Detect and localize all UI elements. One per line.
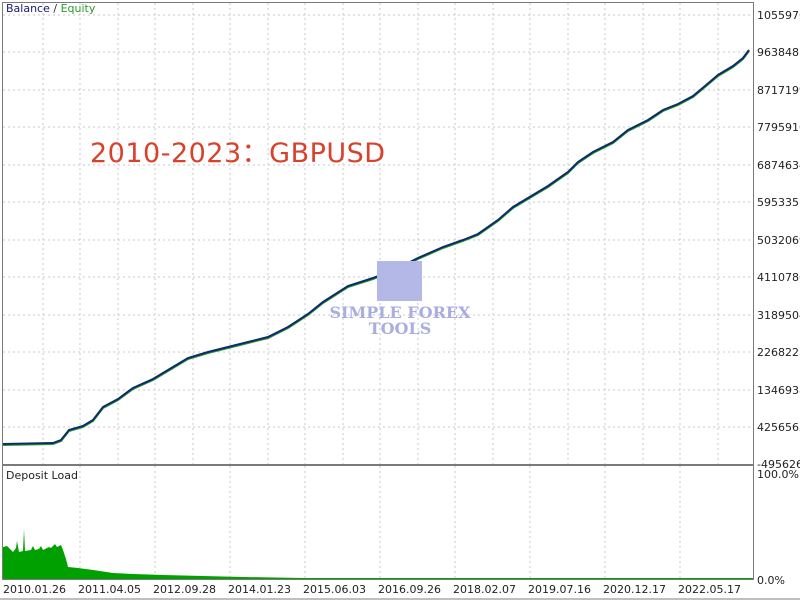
- x-tick: 2011.04.05: [78, 583, 141, 596]
- x-tick: 2016.09.26: [378, 583, 441, 596]
- y-tick: 5032069: [757, 234, 800, 247]
- balance-equity-panel: [2, 2, 754, 465]
- y-tick: 1346938: [757, 384, 800, 397]
- x-tick: 2010.01.26: [3, 583, 66, 596]
- y-tick: 6874634: [757, 159, 800, 172]
- y-tick: 3189504: [757, 309, 800, 322]
- y-tick: 8717199: [757, 84, 800, 97]
- x-tick: 2019.07.16: [528, 583, 591, 596]
- balance-line: [3, 49, 750, 445]
- y-tick: 9638481: [757, 46, 800, 59]
- legend-equity: Equity: [60, 2, 96, 15]
- legend-balance: Balance: [6, 2, 50, 15]
- chart-legend: Balance / Equity: [6, 2, 95, 15]
- x-tick: 2022.05.17: [678, 583, 741, 596]
- y-tick: 4110786: [757, 271, 800, 284]
- y-tick: -4956262: [757, 458, 800, 471]
- deposit-load-title: Deposit Load: [6, 469, 78, 482]
- equity-line: [3, 50, 750, 446]
- deposit-load-area: [3, 529, 753, 579]
- deposit-load-plot: [3, 466, 753, 579]
- x-tick: 2018.02.07: [453, 583, 516, 596]
- x-tick: 2020.12.17: [603, 583, 666, 596]
- load-tick-min: 0.0%: [757, 574, 785, 587]
- watermark: SIMPLE FOREX TOOLS: [322, 305, 478, 337]
- y-tick: 1055976: [757, 9, 800, 22]
- horizontal-scrollbar[interactable]: [0, 598, 800, 600]
- y-tick: 5953351: [757, 196, 800, 209]
- watermark-line1: SIMPLE FOREX: [329, 303, 471, 322]
- y-tick: 4256563: [757, 421, 800, 434]
- legend-separator: /: [49, 2, 61, 15]
- deposit-load-panel: [2, 465, 754, 580]
- x-tick: 2014.01.23: [228, 583, 291, 596]
- watermark-line2: TOOLS: [368, 319, 432, 338]
- balance-equity-plot: [3, 3, 753, 464]
- watermark-bull-bear-logo-icon: [377, 261, 422, 301]
- x-tick: 2012.09.28: [153, 583, 216, 596]
- chart-annotation: 2010-2023：GBPUSD: [90, 138, 386, 169]
- load-tick-max: 100.0%: [757, 468, 799, 481]
- x-tick: 2015.06.03: [303, 583, 366, 596]
